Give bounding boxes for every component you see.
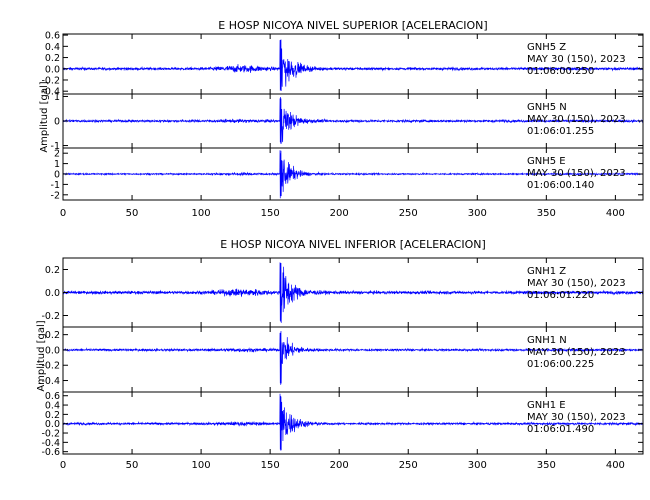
x-tick-label: 300	[468, 460, 487, 471]
y-tick-label: -0.2	[41, 311, 60, 322]
y-tick-label: 0.0	[45, 288, 60, 299]
x-tick-label: 250	[399, 208, 418, 219]
y-tick-label: 0.2	[45, 53, 60, 64]
y-tick-label: 0	[54, 117, 60, 128]
x-tick-label: 400	[606, 460, 625, 471]
x-tick-label: 350	[537, 460, 556, 471]
start-time-label: 01:06:01.255	[527, 126, 594, 137]
chart-title: E HOSP NICOYA NIVEL INFERIOR [ACELERACIO…	[220, 238, 486, 251]
station-label: GNH1 E	[527, 400, 566, 411]
y-tick-label: -1	[51, 180, 60, 191]
y-tick-label: 0.4	[45, 42, 60, 53]
y-tick-label: 0.2	[45, 410, 60, 421]
waveform-GNH1-E	[62, 393, 644, 451]
waveform-GNH1-N	[62, 330, 644, 385]
date-label: MAY 30 (150), 2023	[527, 347, 626, 358]
y-axis-label: Amplitud [gal]	[39, 81, 50, 152]
start-time-label: 01:06:01.220	[527, 290, 594, 301]
x-tick-label: 0	[60, 460, 66, 471]
y-tick-label: -0.2	[41, 361, 60, 372]
x-tick-label: 300	[468, 208, 487, 219]
y-axis-label: Amplitud [gal]	[36, 320, 47, 391]
y-tick-label: 0.6	[45, 31, 60, 42]
start-time-label: 01:06:00.140	[527, 180, 594, 191]
x-tick-label: 150	[261, 208, 280, 219]
y-tick-label: -2	[51, 190, 60, 201]
y-tick-label: 2	[54, 149, 60, 160]
x-tick-label: 350	[537, 208, 556, 219]
y-tick-label: -0.6	[41, 447, 60, 458]
x-tick-label: 250	[399, 460, 418, 471]
y-tick-label: 0.0	[45, 419, 60, 430]
start-time-label: 01:06:00.250	[527, 66, 594, 77]
station-label: GNH5 Z	[527, 42, 566, 53]
start-time-label: 01:06:00.225	[527, 359, 594, 370]
x-tick-label: 150	[261, 460, 280, 471]
x-tick-label: 400	[606, 208, 625, 219]
y-tick-label: -0.2	[41, 75, 60, 86]
chart-inferior: E HOSP NICOYA NIVEL INFERIOR [ACELERACIO…	[36, 238, 644, 471]
y-tick-label: 0.0	[45, 345, 60, 356]
date-label: MAY 30 (150), 2023	[527, 168, 626, 179]
y-tick-label: -0.4	[41, 87, 60, 98]
x-tick-label: 0	[60, 208, 66, 219]
y-tick-label: 0.2	[45, 330, 60, 341]
y-tick-label: -0.4	[41, 376, 60, 387]
date-label: MAY 30 (150), 2023	[527, 278, 626, 289]
date-label: MAY 30 (150), 2023	[527, 114, 626, 125]
y-tick-label: 0.2	[45, 265, 60, 276]
y-tick-label: 0.6	[45, 391, 60, 402]
y-tick-label: 0.4	[45, 401, 60, 412]
y-tick-label: 1	[54, 159, 60, 170]
station-label: GNH5 E	[527, 156, 566, 167]
station-label: GNH1 N	[527, 335, 567, 346]
waveform-GNH5-N	[62, 96, 644, 144]
waveform-GNH5-Z	[62, 39, 644, 91]
station-label: GNH5 N	[527, 102, 567, 113]
y-tick-label: 0.0	[45, 64, 60, 75]
chart-superior: E HOSP NICOYA NIVEL SUPERIOR [ACELERACIO…	[39, 19, 644, 219]
y-tick-label: 0	[54, 170, 60, 181]
x-tick-label: 100	[192, 460, 211, 471]
panel-frame	[62, 391, 644, 455]
station-label: GNH1 Z	[527, 266, 566, 277]
y-tick-label: 1	[54, 92, 60, 103]
y-tick-label: -0.4	[41, 438, 60, 449]
x-tick-label: 50	[126, 460, 139, 471]
waveform-GNH1-Z	[62, 262, 644, 323]
start-time-label: 01:06:01.490	[527, 424, 594, 435]
x-tick-label: 200	[330, 208, 349, 219]
x-tick-label: 50	[126, 208, 139, 219]
waveform-GNH5-E	[62, 150, 644, 199]
x-tick-label: 200	[330, 460, 349, 471]
y-tick-label: -1	[51, 141, 60, 152]
date-label: MAY 30 (150), 2023	[527, 54, 626, 65]
x-tick-label: 100	[192, 208, 211, 219]
chart-title: E HOSP NICOYA NIVEL SUPERIOR [ACELERACIO…	[218, 19, 487, 32]
y-tick-label: -0.2	[41, 429, 60, 440]
date-label: MAY 30 (150), 2023	[527, 412, 626, 423]
